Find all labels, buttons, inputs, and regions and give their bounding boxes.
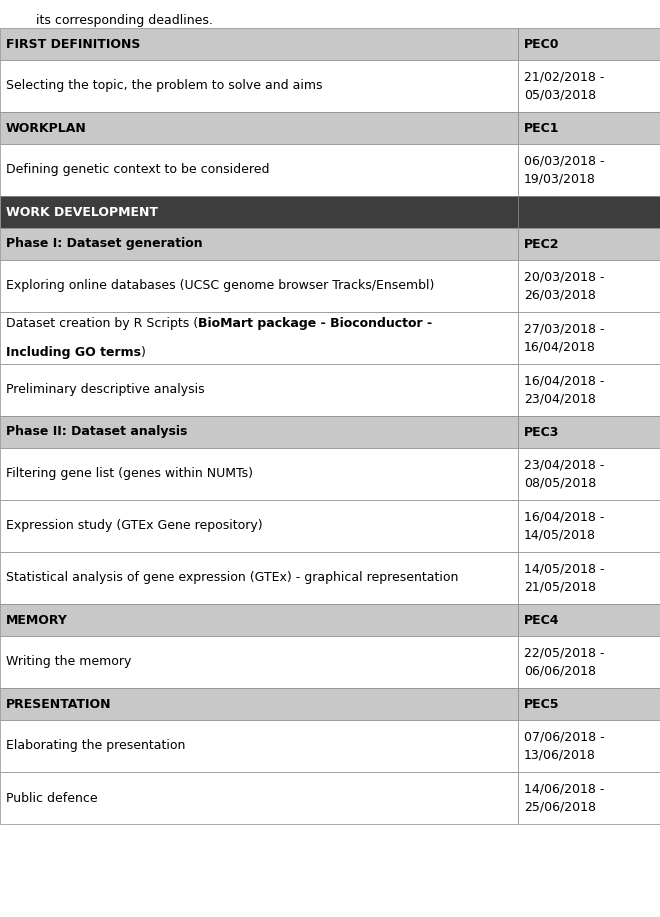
Text: PEC1: PEC1 bbox=[524, 121, 560, 135]
Bar bbox=[0, 720, 518, 772]
Bar bbox=[0, 312, 518, 364]
Text: Writing the memory: Writing the memory bbox=[6, 656, 131, 668]
Text: Dataset creation by R Scripts (: Dataset creation by R Scripts ( bbox=[6, 317, 198, 330]
Bar bbox=[0, 228, 518, 260]
Bar bbox=[518, 196, 660, 228]
Text: 16/04/2018 -
14/05/2018: 16/04/2018 - 14/05/2018 bbox=[524, 511, 605, 541]
Text: Phase II: Dataset analysis: Phase II: Dataset analysis bbox=[6, 425, 187, 438]
Text: 16/04/2018 -
23/04/2018: 16/04/2018 - 23/04/2018 bbox=[524, 375, 605, 405]
Text: PEC2: PEC2 bbox=[524, 238, 560, 250]
Bar bbox=[518, 720, 660, 772]
Bar bbox=[0, 500, 518, 552]
Text: WORK DEVELOPMENT: WORK DEVELOPMENT bbox=[6, 205, 158, 218]
Bar bbox=[0, 772, 518, 824]
Bar bbox=[0, 636, 518, 688]
Bar bbox=[518, 604, 660, 636]
Text: PEC5: PEC5 bbox=[524, 698, 560, 711]
Text: Preliminary descriptive analysis: Preliminary descriptive analysis bbox=[6, 383, 205, 396]
Text: 14/06/2018 -
25/06/2018: 14/06/2018 - 25/06/2018 bbox=[524, 783, 605, 813]
Text: its corresponding deadlines.: its corresponding deadlines. bbox=[36, 14, 213, 27]
Text: Elaborating the presentation: Elaborating the presentation bbox=[6, 739, 185, 753]
Text: PEC4: PEC4 bbox=[524, 613, 560, 626]
Bar bbox=[518, 500, 660, 552]
Bar bbox=[518, 260, 660, 312]
Text: PRESENTATION: PRESENTATION bbox=[6, 698, 112, 711]
Bar bbox=[518, 772, 660, 824]
Text: Including GO terms: Including GO terms bbox=[6, 346, 141, 359]
Bar bbox=[518, 228, 660, 260]
Bar bbox=[0, 260, 518, 312]
Bar bbox=[0, 144, 518, 196]
Bar bbox=[518, 448, 660, 500]
Bar bbox=[518, 60, 660, 112]
Bar bbox=[518, 364, 660, 416]
Text: ): ) bbox=[141, 346, 146, 359]
Bar bbox=[518, 688, 660, 720]
Text: Expression study (GTEx Gene repository): Expression study (GTEx Gene repository) bbox=[6, 520, 263, 533]
Bar bbox=[0, 60, 518, 112]
Text: Exploring online databases (UCSC genome browser Tracks/Ensembl): Exploring online databases (UCSC genome … bbox=[6, 280, 434, 293]
Bar bbox=[0, 416, 518, 448]
Bar bbox=[0, 604, 518, 636]
Bar bbox=[518, 552, 660, 604]
Bar bbox=[0, 552, 518, 604]
Bar bbox=[0, 688, 518, 720]
Bar bbox=[0, 112, 518, 144]
Text: 27/03/2018 -
16/04/2018: 27/03/2018 - 16/04/2018 bbox=[524, 323, 605, 353]
Text: FIRST DEFINITIONS: FIRST DEFINITIONS bbox=[6, 38, 141, 50]
Text: 23/04/2018 -
08/05/2018: 23/04/2018 - 08/05/2018 bbox=[524, 459, 605, 489]
Text: MEMORY: MEMORY bbox=[6, 613, 68, 626]
Text: Statistical analysis of gene expression (GTEx) - graphical representation: Statistical analysis of gene expression … bbox=[6, 571, 459, 584]
Bar bbox=[0, 196, 518, 228]
Text: 22/05/2018 -
06/06/2018: 22/05/2018 - 06/06/2018 bbox=[524, 647, 605, 677]
Text: Selecting the topic, the problem to solve and aims: Selecting the topic, the problem to solv… bbox=[6, 80, 323, 93]
Text: Phase I: Dataset generation: Phase I: Dataset generation bbox=[6, 238, 203, 250]
Text: Defining genetic context to be considered: Defining genetic context to be considere… bbox=[6, 163, 269, 176]
Text: PEC3: PEC3 bbox=[524, 425, 560, 438]
Bar bbox=[518, 112, 660, 144]
Bar bbox=[0, 28, 518, 60]
Bar bbox=[518, 416, 660, 448]
Text: WORKPLAN: WORKPLAN bbox=[6, 121, 86, 135]
Bar bbox=[518, 312, 660, 364]
Bar bbox=[518, 636, 660, 688]
Text: 20/03/2018 -
26/03/2018: 20/03/2018 - 26/03/2018 bbox=[524, 271, 605, 301]
Bar bbox=[0, 448, 518, 500]
Text: BioMart package - Bioconductor -: BioMart package - Bioconductor - bbox=[198, 317, 432, 330]
Text: 14/05/2018 -
21/05/2018: 14/05/2018 - 21/05/2018 bbox=[524, 563, 605, 593]
Text: Filtering gene list (genes within NUMTs): Filtering gene list (genes within NUMTs) bbox=[6, 468, 253, 481]
Text: 06/03/2018 -
19/03/2018: 06/03/2018 - 19/03/2018 bbox=[524, 155, 605, 185]
Text: 07/06/2018 -
13/06/2018: 07/06/2018 - 13/06/2018 bbox=[524, 731, 605, 761]
Text: PEC0: PEC0 bbox=[524, 38, 560, 50]
Text: 21/02/2018 -
05/03/2018: 21/02/2018 - 05/03/2018 bbox=[524, 71, 605, 101]
Bar bbox=[0, 364, 518, 416]
Text: Public defence: Public defence bbox=[6, 791, 98, 804]
Bar bbox=[518, 28, 660, 60]
Bar bbox=[518, 144, 660, 196]
